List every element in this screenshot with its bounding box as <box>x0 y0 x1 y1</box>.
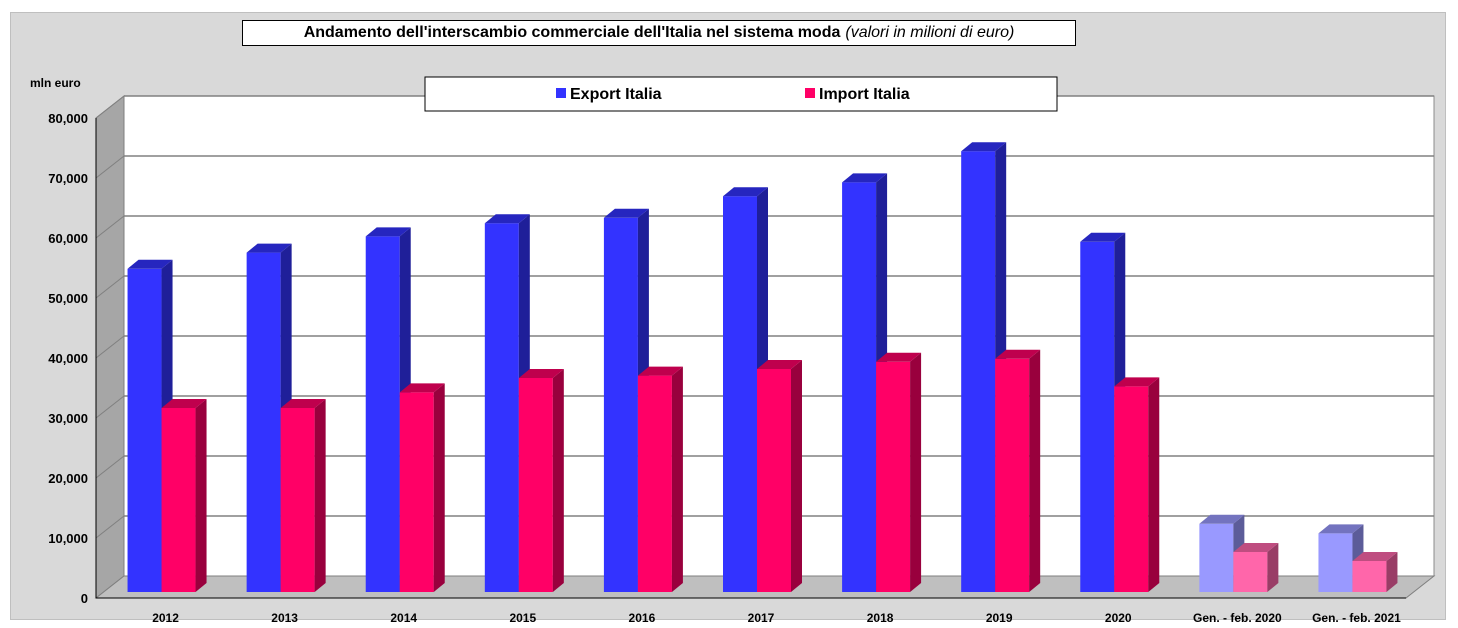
import-bar <box>1352 552 1398 592</box>
legend-label-export: Export Italia <box>570 86 662 103</box>
gridline-side <box>95 455 125 479</box>
import-bar <box>518 369 564 592</box>
import-bar <box>995 349 1041 592</box>
gridline-side <box>95 395 125 419</box>
gridline-side <box>95 515 125 539</box>
y-tick-label: 10,000 <box>48 531 88 546</box>
x-category-label: 2016 <box>629 611 656 625</box>
x-category-label: 2013 <box>271 611 298 625</box>
y-tick-label: 80,000 <box>48 111 88 126</box>
chart-title-box: Andamento dell'interscambio commerciale … <box>242 20 1076 46</box>
y-tick-label: 20,000 <box>48 471 88 486</box>
legend-label-import: Import Italia <box>819 86 910 103</box>
import-bar <box>1233 543 1279 592</box>
x-category-label: 2019 <box>986 611 1013 625</box>
y-tick-label: 30,000 <box>48 411 88 426</box>
gridline-side <box>95 215 125 239</box>
gridline-side <box>95 275 125 299</box>
gridline-side <box>95 155 125 179</box>
x-category-label: 2012 <box>152 611 179 625</box>
y-tick-label: 50,000 <box>48 291 88 306</box>
chart-subtitle: (valori in milioni di euro) <box>845 24 1015 41</box>
legend-swatch-import <box>805 88 815 98</box>
x-category-label: 2018 <box>867 611 894 625</box>
legend-box <box>424 76 1058 112</box>
import-bar <box>399 383 445 592</box>
import-bar <box>161 399 207 592</box>
gridline-side <box>95 95 125 119</box>
import-bar <box>637 366 683 592</box>
legend-swatch-export <box>556 88 566 98</box>
x-category-label: 2020 <box>1105 611 1132 625</box>
y-axis-unit-label: mln euro <box>30 76 81 90</box>
y-tick-label: 60,000 <box>48 231 88 246</box>
y-tick-label: 70,000 <box>48 171 88 186</box>
x-category-label: 2014 <box>390 611 417 625</box>
x-category-label: Gen. - feb. 2020 <box>1193 611 1282 625</box>
import-bar <box>757 360 802 592</box>
x-category-label: 2015 <box>509 611 536 625</box>
gridline-side <box>95 335 125 359</box>
chart-title: Andamento dell'interscambio commerciale … <box>303 24 841 41</box>
y-tick-label: 40,000 <box>48 351 88 366</box>
import-bar <box>1114 377 1160 592</box>
x-category-label: Gen. - feb. 2021 <box>1312 611 1401 625</box>
import-bar <box>280 399 326 592</box>
x-category-label: 2017 <box>748 611 775 625</box>
y-tick-label: 0 <box>81 591 88 606</box>
import-bar <box>876 352 922 592</box>
